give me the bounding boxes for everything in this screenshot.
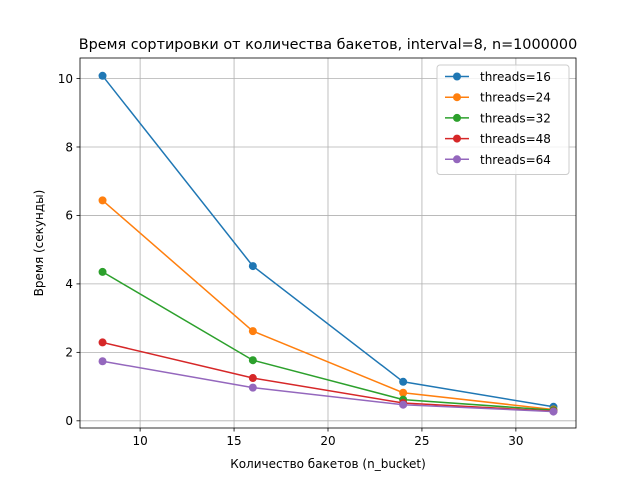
data-point bbox=[248, 356, 257, 365]
chart-title: Время сортировки от количества бакетов, … bbox=[79, 37, 577, 53]
data-point bbox=[549, 407, 558, 416]
y-tick-label: 6 bbox=[65, 209, 73, 223]
legend-swatch-marker bbox=[453, 93, 461, 102]
series-line bbox=[101, 270, 555, 412]
legend-item: threads=24 bbox=[445, 91, 551, 105]
legend-swatch-marker bbox=[453, 155, 461, 164]
x-tick-label: 30 bbox=[508, 434, 523, 448]
series-threads-64 bbox=[98, 357, 558, 416]
y-tick-label: 10 bbox=[58, 72, 73, 86]
y-tick-label: 2 bbox=[65, 346, 73, 360]
data-point bbox=[98, 71, 107, 80]
data-point bbox=[248, 374, 257, 383]
data-point bbox=[98, 357, 107, 366]
y-axis-label: Время (секунды) bbox=[32, 190, 46, 297]
data-point bbox=[399, 377, 408, 386]
x-axis-label: Количество бакетов (n_bucket) bbox=[230, 457, 426, 471]
legend-swatch-marker bbox=[453, 134, 461, 143]
legend-label: threads=32 bbox=[480, 111, 551, 125]
x-tick-label: 10 bbox=[132, 434, 147, 448]
legend-label: threads=24 bbox=[480, 91, 551, 105]
series-line bbox=[101, 74, 555, 408]
data-point bbox=[248, 262, 257, 271]
legend-label: threads=64 bbox=[480, 153, 551, 167]
series-line bbox=[101, 199, 555, 411]
legend-item: threads=32 bbox=[445, 111, 551, 125]
data-point bbox=[248, 383, 257, 392]
legend-label: threads=48 bbox=[480, 132, 551, 146]
data-point bbox=[399, 388, 408, 397]
legend-item: threads=16 bbox=[445, 70, 551, 84]
series-lines bbox=[98, 71, 558, 416]
axis-ticks: 10 15 20 25 30 0 2 4 6 8 10 bbox=[58, 72, 524, 448]
y-tick-label: 0 bbox=[65, 414, 73, 428]
data-point bbox=[98, 267, 107, 276]
x-tick-label: 15 bbox=[226, 434, 241, 448]
legend-box bbox=[436, 64, 570, 175]
x-tick-label: 25 bbox=[414, 434, 429, 448]
series-line bbox=[101, 341, 555, 413]
legend-swatch-marker bbox=[453, 72, 461, 81]
x-tick-label: 20 bbox=[320, 434, 335, 448]
data-point bbox=[248, 327, 257, 336]
legend-swatch-marker bbox=[453, 113, 461, 122]
data-point bbox=[399, 400, 408, 409]
legend-label: threads=16 bbox=[480, 70, 551, 84]
data-point bbox=[98, 338, 107, 347]
series-line bbox=[101, 360, 555, 413]
legend-item: threads=48 bbox=[445, 132, 551, 146]
legend: threads=16 threads=24 threads=32 threads=48… bbox=[436, 64, 570, 175]
legend-item: threads=64 bbox=[445, 153, 551, 167]
y-tick-label: 4 bbox=[65, 277, 73, 291]
y-tick-label: 8 bbox=[65, 140, 73, 154]
data-point bbox=[98, 196, 107, 205]
series-threads-24 bbox=[98, 196, 558, 414]
